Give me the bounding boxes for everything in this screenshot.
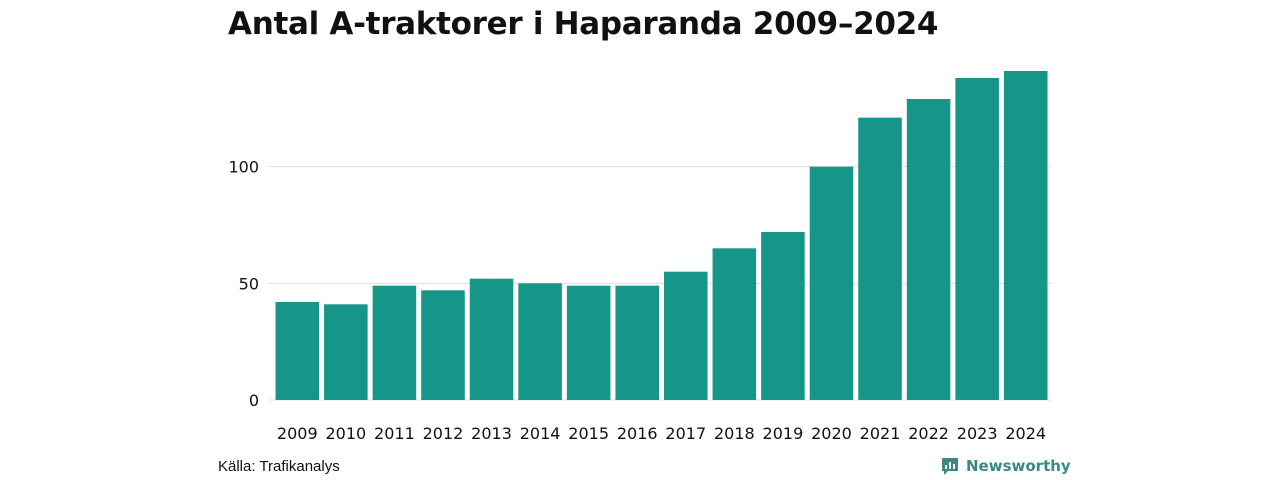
x-tick-label: 2018 (714, 424, 755, 443)
bars (275, 71, 1048, 401)
bar-2019 (761, 232, 805, 400)
bar-2020 (809, 166, 854, 400)
x-tick-label: 2011 (374, 424, 415, 443)
bar-2022 (906, 99, 951, 400)
x-tick-label: 2016 (617, 424, 658, 443)
y-tick-label: 0 (249, 391, 259, 410)
bar-2013 (469, 278, 514, 400)
bar-2009 (275, 302, 320, 400)
brand-logo: Newsworthy (940, 456, 1071, 476)
bar-2016 (615, 285, 659, 400)
brand-name: Newsworthy (966, 457, 1071, 475)
y-tick-label: 100 (228, 158, 259, 177)
bar-2023 (955, 78, 999, 400)
x-axis-ticks: 2009 2010 2011 2012 2013 2014 2015 2016 2017 2018… (277, 424, 1046, 443)
newsworthy-logo-icon (942, 458, 958, 475)
source-note: Källa: Trafikanalys (218, 458, 340, 475)
bar-2017 (664, 271, 708, 400)
bar-2011 (372, 285, 417, 400)
x-tick-label: 2013 (471, 424, 512, 443)
x-tick-label: 2017 (665, 424, 706, 443)
bar-2021 (858, 117, 902, 401)
bar-2010 (324, 304, 368, 400)
y-tick-label: 50 (239, 274, 259, 293)
x-tick-label: 2012 (423, 424, 464, 443)
x-tick-label: 2020 (811, 424, 852, 443)
x-tick-label: 2010 (325, 424, 366, 443)
x-tick-label: 2019 (763, 424, 804, 443)
chart-title: Antal A-traktorer i Haparanda 2009–2024 (228, 6, 939, 42)
x-tick-label: 2021 (860, 424, 901, 443)
bar-2018 (712, 248, 757, 400)
bar-2015 (566, 285, 611, 400)
x-tick-label: 2024 (1005, 424, 1046, 443)
x-tick-label: 2015 (568, 424, 609, 443)
x-tick-label: 2023 (957, 424, 998, 443)
bar-2014 (518, 283, 562, 400)
x-tick-label: 2014 (520, 424, 561, 443)
bar-2012 (421, 290, 465, 400)
x-tick-label: 2022 (908, 424, 949, 443)
bar-2024 (1003, 71, 1048, 400)
y-axis-ticks: 0 50 100 (228, 158, 259, 410)
x-tick-label: 2009 (277, 424, 318, 443)
